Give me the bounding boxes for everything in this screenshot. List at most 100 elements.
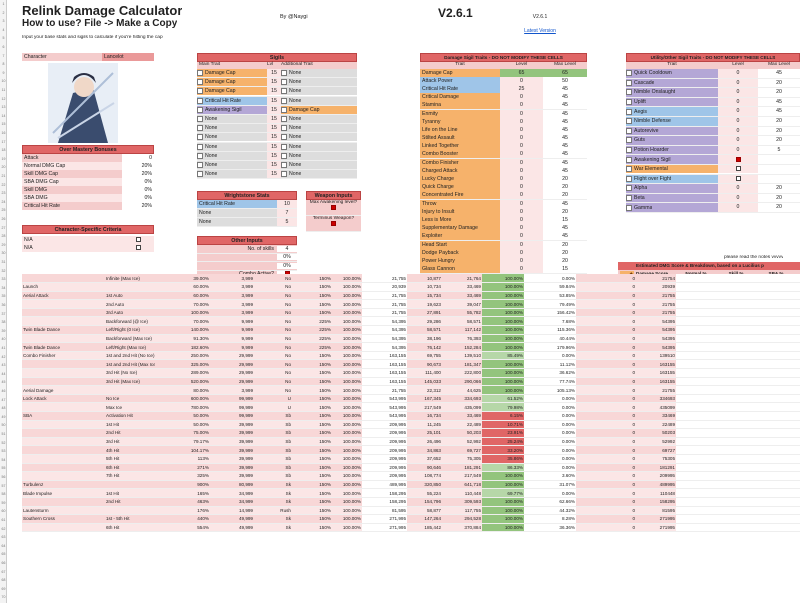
mastery-value[interactable]: 20% xyxy=(122,202,154,210)
criteria-checkbox[interactable] xyxy=(122,236,154,244)
table-cell: 100.00% xyxy=(332,299,362,309)
sigil-main[interactable]: None xyxy=(197,151,267,160)
table-cell: 100.00% xyxy=(482,377,524,387)
checkbox-icon[interactable] xyxy=(135,245,141,251)
sigil-level[interactable]: 15 xyxy=(267,124,281,133)
sigil-additional[interactable]: None xyxy=(281,151,357,160)
sigil-row: Damage Cap 15 None xyxy=(197,78,357,88)
sigil-main[interactable]: None xyxy=(197,115,267,124)
sigil-level[interactable]: 15 xyxy=(267,96,281,105)
table-cell: 209,995 xyxy=(362,445,407,455)
sigil-additional[interactable]: None xyxy=(281,69,357,78)
wrightstone-value[interactable]: 5 xyxy=(285,219,289,225)
wrightstone-value[interactable]: 7 xyxy=(285,210,289,216)
table-cell-empty xyxy=(676,299,800,309)
table-cell: 86.33% xyxy=(482,463,524,473)
sigil-additional[interactable]: None xyxy=(281,133,357,142)
sigil-additional[interactable]: None xyxy=(281,142,357,151)
table-cell: 100.00% xyxy=(332,316,362,327)
table-cell xyxy=(22,359,105,370)
checkbox-icon[interactable] xyxy=(735,156,741,162)
character-label: Character xyxy=(24,54,47,60)
sigil-additional[interactable]: None xyxy=(281,170,357,179)
sigil-level[interactable]: 15 xyxy=(267,87,281,96)
table-cell: Combo Finisher xyxy=(22,351,105,361)
sigil-level[interactable]: 15 xyxy=(267,133,281,142)
checkbox-icon[interactable] xyxy=(735,175,741,181)
sigil-additional[interactable]: None xyxy=(281,115,357,124)
sigil-main[interactable]: Damage Cap xyxy=(197,69,267,78)
row-number: 50 xyxy=(1,423,6,428)
utility-sigil-icon xyxy=(626,185,632,192)
sigil-main[interactable]: Damage Cap xyxy=(197,87,267,96)
mastery-value[interactable]: 20% xyxy=(122,170,154,178)
wrightstone-select[interactable]: Critical Hit Rate xyxy=(197,200,277,208)
sigil-additional[interactable]: Damage Cap xyxy=(281,105,357,114)
other-input-value[interactable]: 0% xyxy=(277,254,297,261)
checkbox-checked-icon[interactable] xyxy=(331,205,336,211)
table-cell: 0 xyxy=(576,445,636,455)
mastery-value[interactable]: 0% xyxy=(122,186,154,194)
sigil-icon xyxy=(281,106,287,113)
wrightstone-select[interactable]: None xyxy=(197,218,277,226)
damage-trait-name: Stamina xyxy=(420,101,500,110)
table-cell: 11,245 xyxy=(407,420,442,430)
sigil-main-label: Damage Cap xyxy=(205,79,236,86)
wrightstone-row: None 5 xyxy=(197,218,297,227)
sigil-main[interactable]: Critical Hit Rate xyxy=(197,96,267,105)
table-cell: 3rd Hit (Max Ice) xyxy=(105,377,155,387)
sigil-additional[interactable]: None xyxy=(281,160,357,169)
damage-trait-level: 0 xyxy=(500,175,543,184)
other-input-value[interactable]: 4 xyxy=(277,245,297,252)
table-cell: 9,999 xyxy=(210,334,254,344)
mastery-value[interactable]: 0 xyxy=(122,154,154,162)
sigil-main[interactable]: Damage Cap xyxy=(197,78,267,87)
sigil-icon xyxy=(197,161,203,168)
other-input-value[interactable]: 0% xyxy=(277,262,297,269)
mastery-value[interactable]: 0% xyxy=(122,194,154,202)
sigil-main[interactable]: Awakening Sigil xyxy=(197,105,267,114)
latest-version-link[interactable]: Latest Version xyxy=(524,28,556,34)
checkbox-checked-icon[interactable] xyxy=(331,221,336,227)
sigil-main[interactable]: None xyxy=(197,142,267,151)
table-row: 7th Hit 325% 39,999 Sb 150% 100.00% 209,995 108… xyxy=(22,471,800,481)
damage-trait-row: Exploiter 0 45 xyxy=(420,232,587,241)
table-cell: 271,995 xyxy=(362,523,407,533)
sigil-main[interactable]: None xyxy=(197,124,267,133)
sigil-row: Critical Hit Rate 15 None xyxy=(197,96,357,106)
table-cell: 554% xyxy=(155,523,210,533)
sigil-level[interactable]: 15 xyxy=(267,151,281,160)
sigil-additional[interactable]: None xyxy=(281,124,357,133)
sigil-icon xyxy=(197,97,203,104)
sigil-additional[interactable]: None xyxy=(281,96,357,105)
sigil-main[interactable]: None xyxy=(197,170,267,179)
mastery-value[interactable]: 0% xyxy=(122,178,154,186)
table-cell: 150% xyxy=(292,308,332,318)
mastery-value[interactable]: 20% xyxy=(122,162,154,170)
sigil-level[interactable]: 15 xyxy=(267,115,281,124)
sigil-additional[interactable]: None xyxy=(281,87,357,96)
table-cell: 100.00% xyxy=(332,342,362,352)
sigil-level[interactable]: 15 xyxy=(267,142,281,151)
sigil-level[interactable]: 15 xyxy=(267,78,281,87)
sigil-level[interactable]: 15 xyxy=(267,105,281,114)
sigil-main[interactable]: None xyxy=(197,133,267,142)
table-cell: 900% xyxy=(155,480,210,490)
sigil-level[interactable]: 15 xyxy=(267,170,281,179)
sigil-level[interactable]: 15 xyxy=(267,69,281,78)
table-cell: 61.52% xyxy=(482,394,524,404)
sigil-additional[interactable]: None xyxy=(281,78,357,87)
table-row: 6th Hit 554% 49,999 Sk 150% 100.00% 271,995 185… xyxy=(22,523,800,533)
checkbox-icon[interactable] xyxy=(135,237,141,243)
checkbox-icon[interactable] xyxy=(735,166,741,172)
character-select[interactable]: Lancelot xyxy=(102,53,154,61)
sigil-main[interactable]: None xyxy=(197,160,267,169)
utility-trait-max xyxy=(758,155,800,164)
table-cell: 3.60% xyxy=(524,471,576,481)
sigil-level[interactable]: 15 xyxy=(267,160,281,169)
wrightstone-select[interactable]: None xyxy=(197,209,277,217)
wrightstone-value[interactable]: 10 xyxy=(284,201,290,207)
criteria-checkbox[interactable] xyxy=(122,244,154,252)
table-cell: 147,264 xyxy=(407,514,442,524)
table-cell: 69,755 xyxy=(407,351,442,361)
